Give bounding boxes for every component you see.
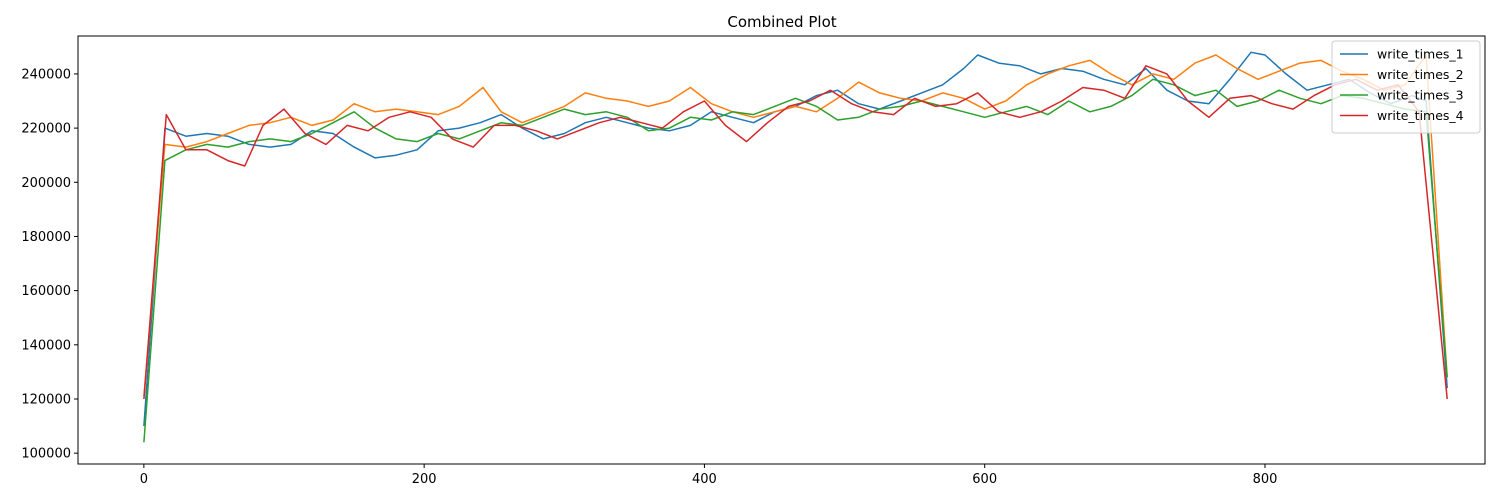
y-tick-label: 160000 [21,284,71,299]
series-line-4 [143,65,1448,400]
series-group [143,51,1448,443]
legend: write_times_1 write_times_2 write_times_3w… [1331,40,1481,134]
legend-label-3: write_times_3 [1377,88,1464,103]
x-tick-label: 600 [972,472,997,487]
y-tick-label: 180000 [21,230,71,245]
series-line-1 [143,51,1448,427]
axes-group: 0 200 400 600 800 100000 120000 140000 160000 180… [21,35,1486,487]
legend-label-2: write_times_2 [1377,67,1464,82]
y-tick-label: 240000 [21,67,71,82]
legend-label-4: write_times_4 [1377,108,1464,123]
y-tick-label: 220000 [21,122,71,137]
x-tick-label: 800 [1253,472,1278,487]
legend-box [1331,40,1481,134]
legend-label-1: write_times_1 [1377,47,1464,62]
y-tick-label: 140000 [21,338,71,353]
series-line-3 [143,78,1448,443]
y-tick-label: 120000 [21,392,71,407]
x-tick-label: 400 [692,472,717,487]
x-tick-label: 0 [140,472,148,487]
plot-frame [77,35,1486,465]
y-tick-label: 200000 [21,176,71,191]
x-tick-label: 200 [412,472,437,487]
series-line-2 [143,54,1448,397]
chart-title: Combined Plot [727,13,836,31]
y-tick-label: 100000 [21,447,71,462]
